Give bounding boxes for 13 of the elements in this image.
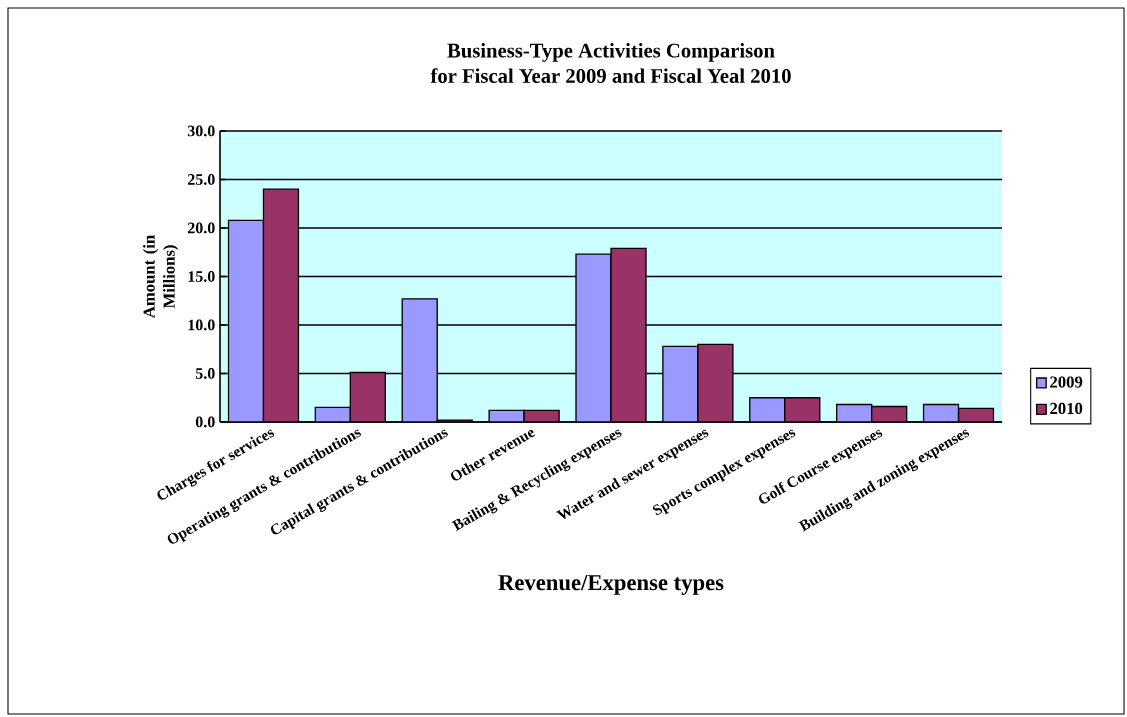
x-axis-title: Revenue/Expense types [498, 575, 724, 595]
y-tick-label: 20.0 [187, 222, 215, 234]
y-axis-title: Amount (in Millions) [143, 235, 179, 318]
y-tick-label: 15.0 [188, 271, 215, 282]
legend-label: 2009 [1050, 376, 1083, 388]
chart-subtitle: for Fiscal Year 2009 and Fiscal Yeal 2010 [430, 68, 791, 83]
y-tick-label: 25.0 [187, 174, 215, 185]
chart-title: Business-Type Activities Comparison [447, 43, 775, 62]
y-tick-label: 0.0 [195, 416, 215, 428]
y-tick-label: 30.0 [187, 125, 215, 137]
legend-label: 2010 [1050, 402, 1083, 415]
y-tick-label: 10.0 [188, 319, 215, 331]
y-tick-label: 5.0 [195, 368, 215, 379]
